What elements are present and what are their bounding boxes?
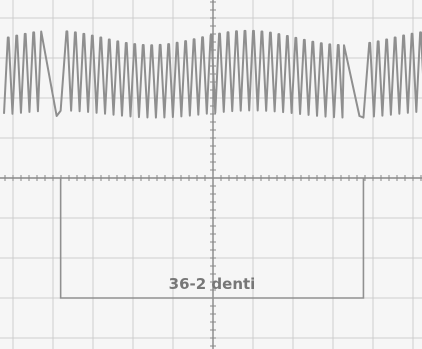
annotation-bracket — [59, 178, 365, 299]
signal-trace — [3, 29, 422, 119]
annotation-label: 36-2 denti — [169, 275, 256, 293]
